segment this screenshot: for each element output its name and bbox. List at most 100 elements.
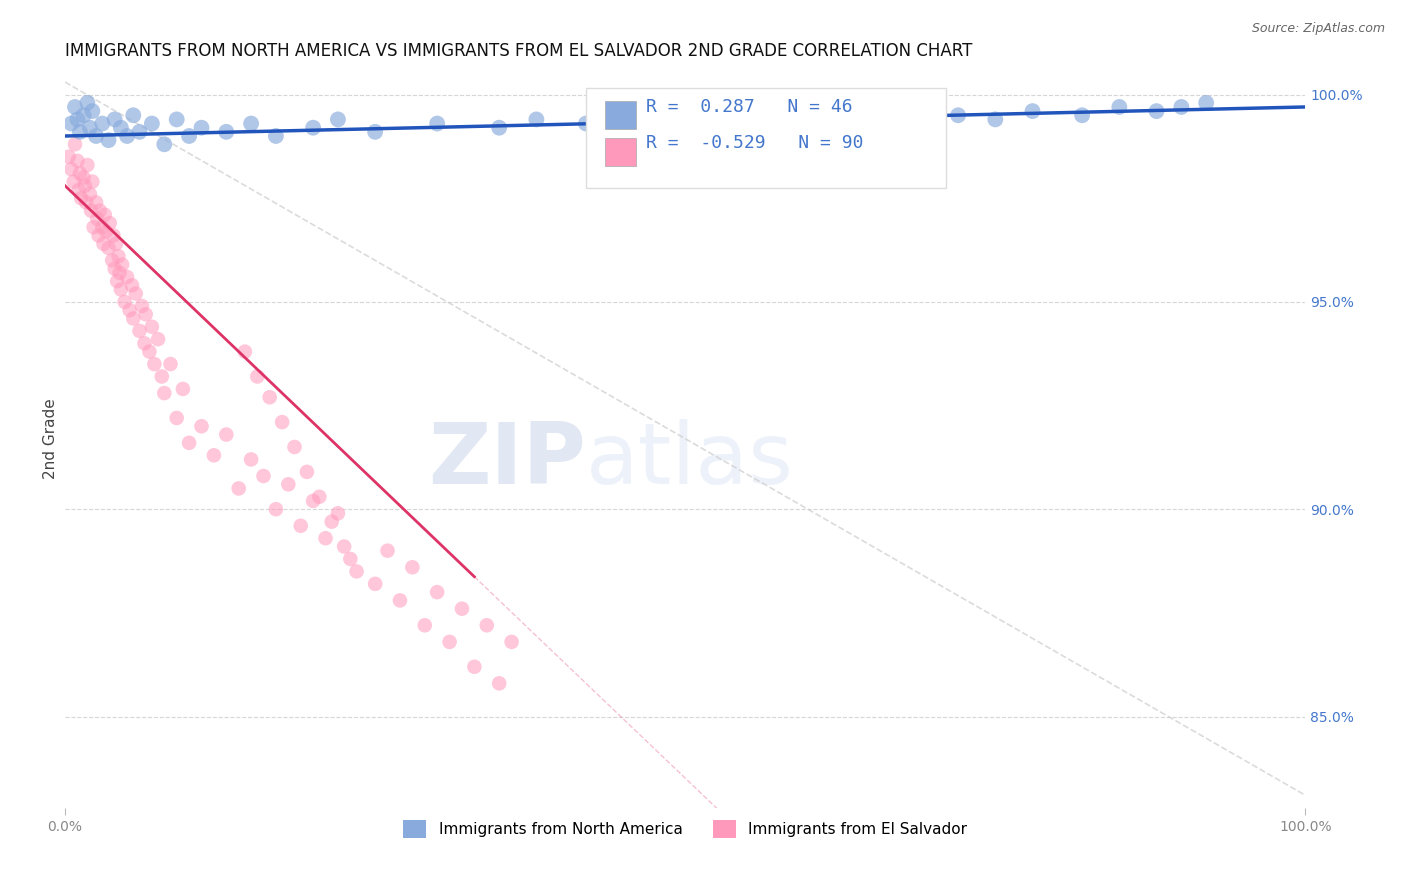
Point xyxy=(177,435,200,450)
Text: R =  0.287   N = 46: R = 0.287 N = 46 xyxy=(645,97,852,116)
Point xyxy=(488,676,510,690)
Point xyxy=(105,274,128,288)
Point xyxy=(240,452,263,467)
Point xyxy=(131,299,153,313)
Point xyxy=(264,128,287,143)
Point xyxy=(326,506,349,520)
FancyBboxPatch shape xyxy=(605,137,636,166)
Point xyxy=(315,531,337,545)
Point xyxy=(1021,104,1043,119)
Point xyxy=(58,150,80,164)
Point xyxy=(413,618,436,632)
FancyBboxPatch shape xyxy=(586,88,946,187)
Point xyxy=(897,104,920,119)
Point xyxy=(118,303,141,318)
Point xyxy=(86,211,108,226)
Point xyxy=(228,482,250,496)
Point xyxy=(73,108,96,122)
Point xyxy=(333,540,356,554)
FancyBboxPatch shape xyxy=(605,101,636,128)
Point xyxy=(172,382,194,396)
Point xyxy=(426,117,449,131)
Point xyxy=(150,369,173,384)
Point xyxy=(107,249,129,263)
Point xyxy=(823,108,845,122)
Point xyxy=(121,278,143,293)
Point xyxy=(526,112,548,127)
Point xyxy=(612,108,634,122)
Point xyxy=(215,125,238,139)
Point xyxy=(76,95,98,110)
Point xyxy=(135,307,157,321)
Point xyxy=(308,490,330,504)
Point xyxy=(69,166,91,180)
Point xyxy=(104,112,127,127)
Point xyxy=(463,659,485,673)
Point xyxy=(141,319,163,334)
Point xyxy=(84,195,107,210)
Point xyxy=(159,357,181,371)
Point xyxy=(1108,100,1130,114)
Point xyxy=(108,266,131,280)
Point xyxy=(475,618,498,632)
Point xyxy=(80,203,103,218)
Point xyxy=(699,112,721,127)
Point xyxy=(128,324,150,338)
Point xyxy=(122,311,145,326)
Point xyxy=(215,427,238,442)
Point xyxy=(73,170,96,185)
Point xyxy=(66,112,89,127)
Point xyxy=(166,411,188,425)
Point xyxy=(91,220,114,235)
Point xyxy=(62,175,84,189)
Point xyxy=(63,100,86,114)
Y-axis label: 2nd Grade: 2nd Grade xyxy=(44,399,58,479)
Point xyxy=(110,120,132,135)
Point xyxy=(94,224,117,238)
Point xyxy=(166,112,188,127)
Point xyxy=(97,133,120,147)
Point xyxy=(1146,104,1168,119)
Point xyxy=(302,120,325,135)
Point xyxy=(290,518,312,533)
Point xyxy=(84,128,107,143)
Point xyxy=(128,125,150,139)
Point xyxy=(488,120,510,135)
Point xyxy=(104,236,127,251)
Point xyxy=(94,208,117,222)
Point xyxy=(1071,108,1094,122)
Text: Source: ZipAtlas.com: Source: ZipAtlas.com xyxy=(1251,22,1385,36)
Point xyxy=(79,187,101,202)
Point xyxy=(283,440,305,454)
Point xyxy=(426,585,449,599)
Point xyxy=(104,261,127,276)
Point xyxy=(153,137,176,152)
Point xyxy=(82,175,104,189)
Point xyxy=(60,117,83,131)
Point xyxy=(388,593,411,607)
Point xyxy=(177,128,200,143)
Point xyxy=(69,125,91,139)
Point xyxy=(115,270,138,285)
Point xyxy=(339,552,361,566)
Point xyxy=(111,258,134,272)
Point xyxy=(98,216,121,230)
Point xyxy=(89,203,111,218)
Point xyxy=(321,515,343,529)
Point xyxy=(377,543,399,558)
Point xyxy=(773,117,796,131)
Text: IMMIGRANTS FROM NORTH AMERICA VS IMMIGRANTS FROM EL SALVADOR 2ND GRADE CORRELATI: IMMIGRANTS FROM NORTH AMERICA VS IMMIGRA… xyxy=(65,42,973,60)
Point xyxy=(240,117,263,131)
Point xyxy=(202,448,225,462)
Point xyxy=(67,183,90,197)
Point xyxy=(141,117,163,131)
Point xyxy=(73,178,96,193)
Point xyxy=(66,153,89,168)
Point xyxy=(233,344,256,359)
Text: atlas: atlas xyxy=(586,419,794,502)
Point xyxy=(103,228,125,243)
Point xyxy=(83,220,105,235)
Point xyxy=(650,120,672,135)
Point xyxy=(860,112,883,127)
Point xyxy=(364,125,387,139)
